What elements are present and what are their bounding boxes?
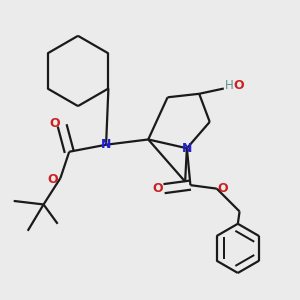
Text: N: N bbox=[101, 138, 111, 151]
Text: O: O bbox=[152, 182, 163, 195]
Text: O: O bbox=[218, 182, 228, 195]
Text: O: O bbox=[49, 117, 60, 130]
Text: N: N bbox=[182, 142, 192, 155]
Text: O: O bbox=[47, 173, 58, 186]
Text: H: H bbox=[225, 79, 234, 92]
Text: O: O bbox=[234, 79, 244, 92]
